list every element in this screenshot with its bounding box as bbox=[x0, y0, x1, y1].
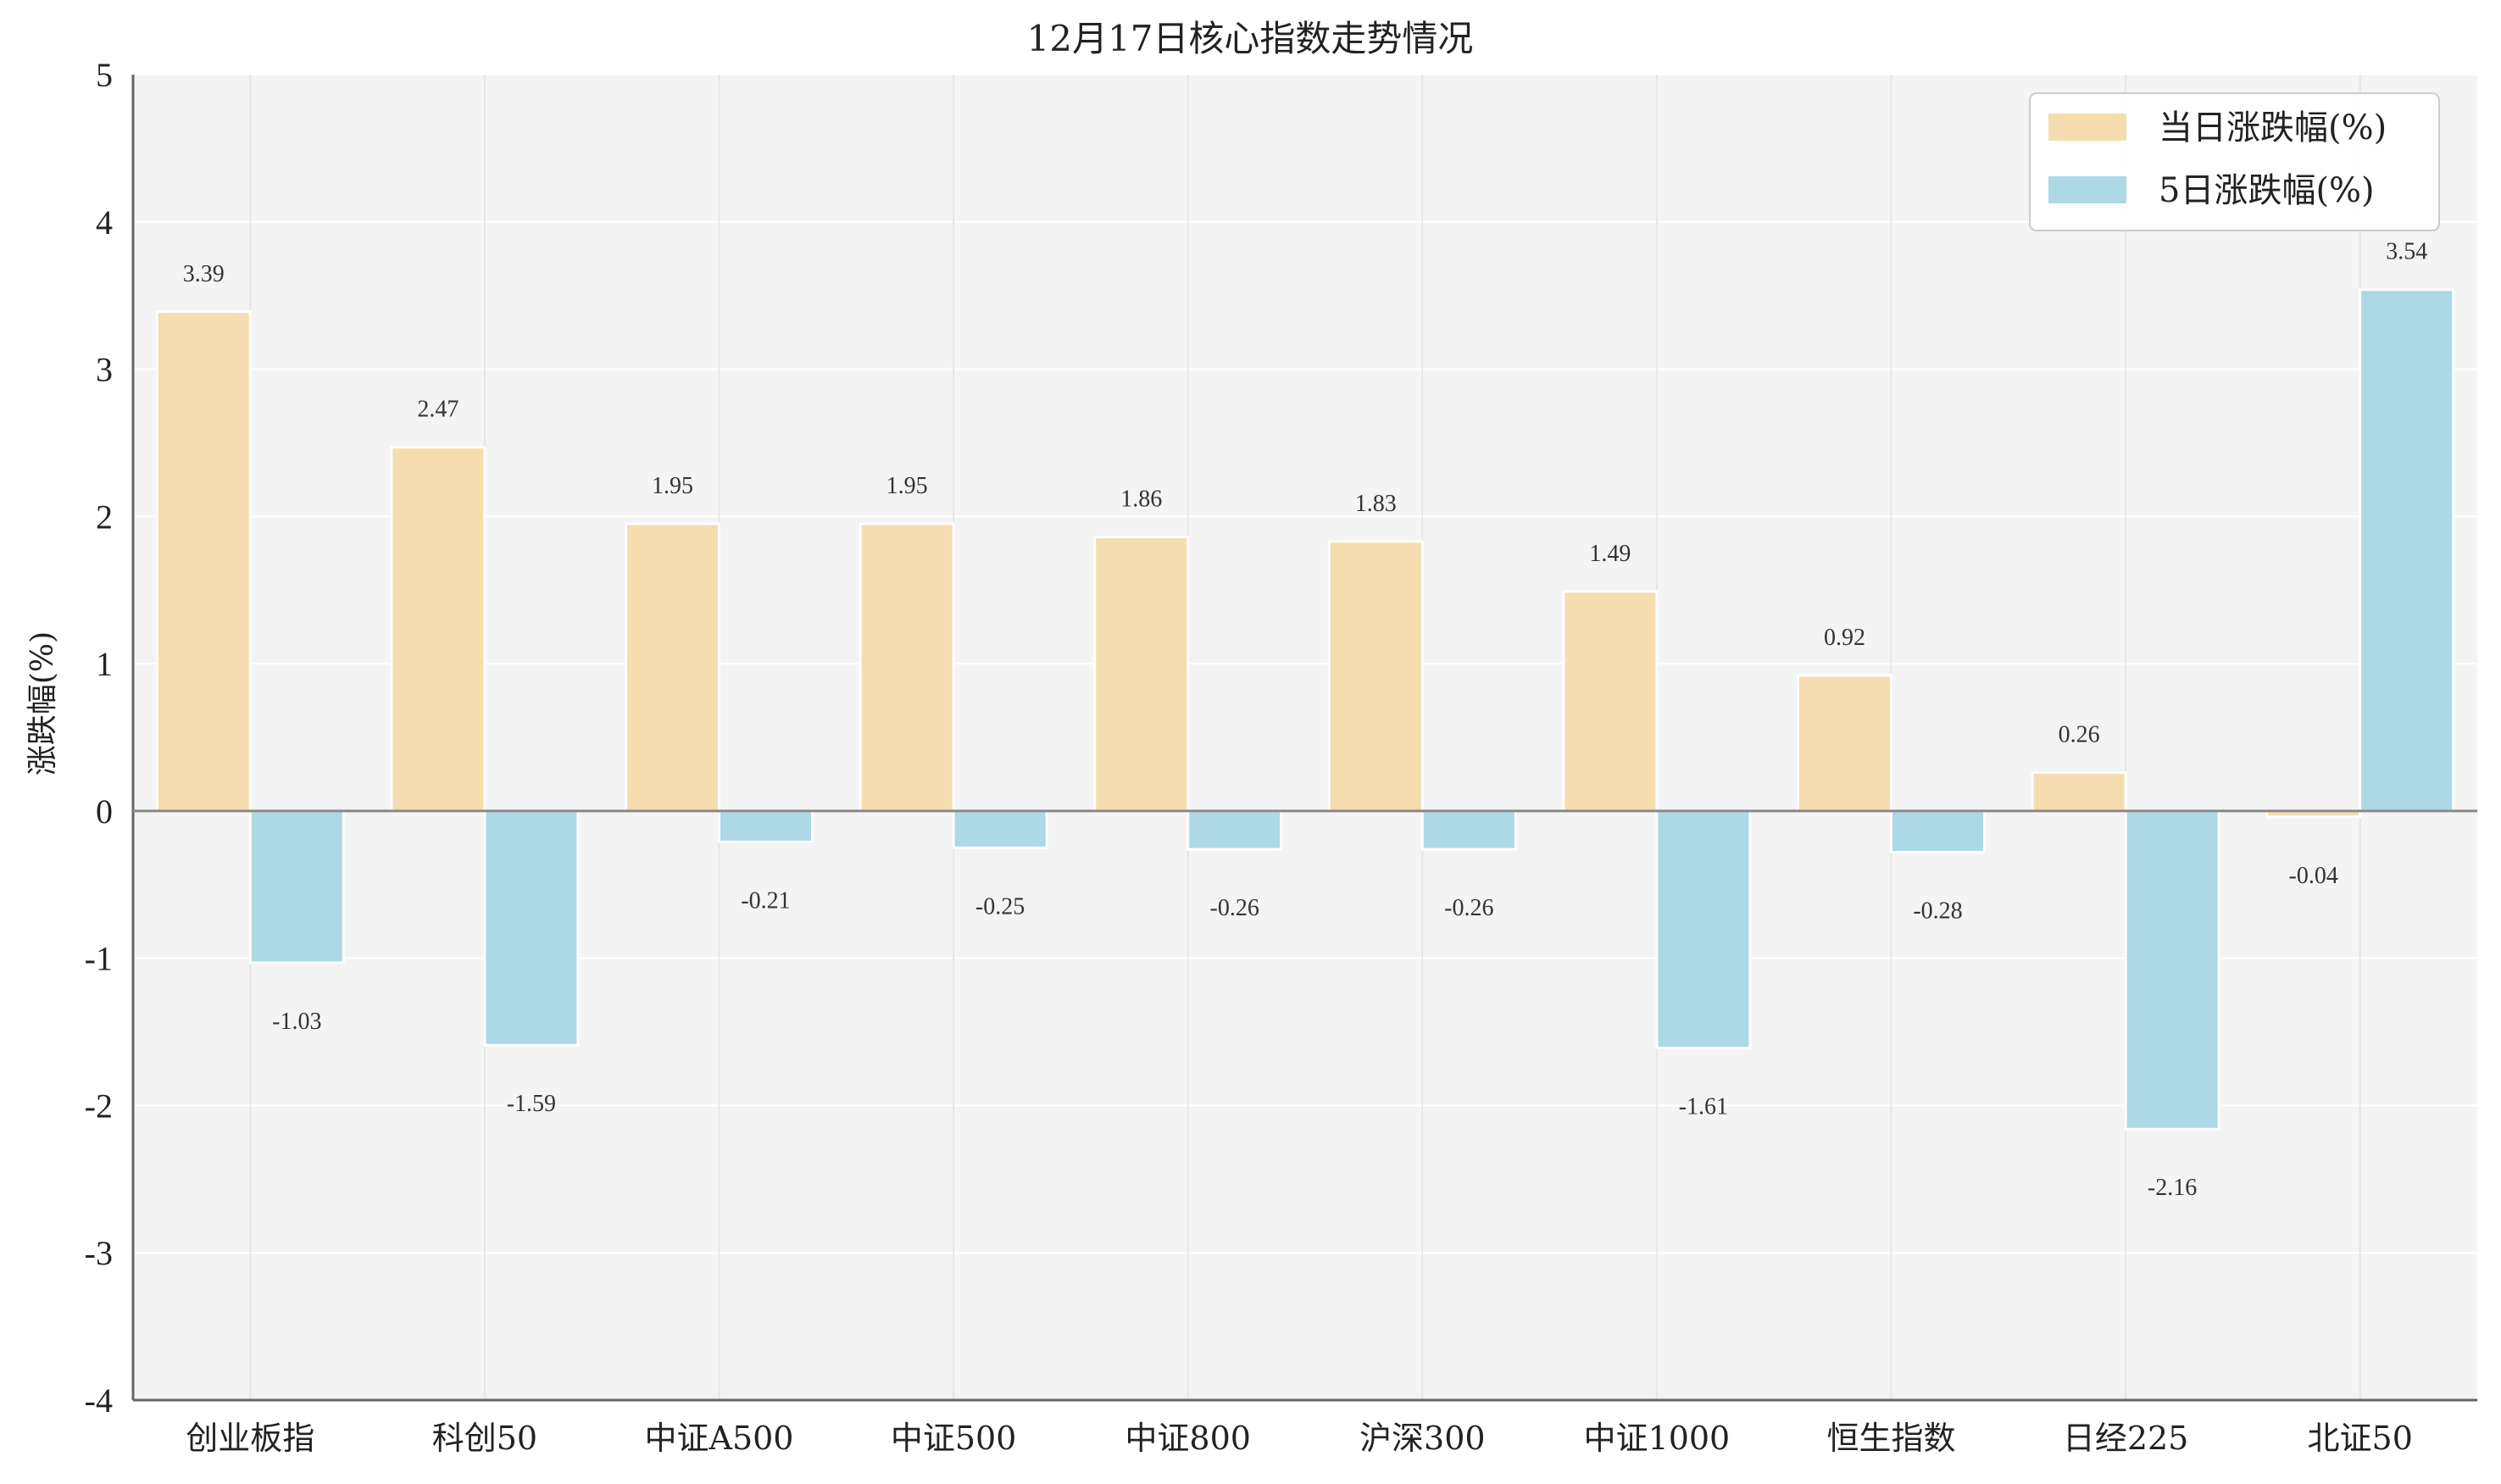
bar-daily bbox=[859, 522, 955, 813]
legend-label: 5日涨跌幅(%) bbox=[2159, 171, 2375, 210]
data-label-daily: 0.92 bbox=[1824, 625, 1865, 651]
bar-five-day bbox=[1890, 809, 1986, 854]
legend-swatch bbox=[2048, 114, 2126, 141]
x-category-label: 中证800 bbox=[1125, 1420, 1251, 1457]
data-label-daily: 1.95 bbox=[652, 473, 693, 499]
data-label-five-day: 3.54 bbox=[2386, 239, 2427, 265]
y-tick-label: -3 bbox=[85, 1234, 113, 1272]
bar-five-day bbox=[483, 809, 580, 1047]
data-label-daily: 0.26 bbox=[2059, 722, 2100, 748]
data-label-five-day: -1.61 bbox=[1679, 1094, 1728, 1120]
bar-five-day bbox=[1655, 809, 1752, 1050]
axes-group bbox=[131, 75, 2477, 1402]
data-label-daily: 1.49 bbox=[1589, 541, 1631, 567]
data-label-five-day: -2.16 bbox=[2148, 1175, 2197, 1201]
data-label-five-day: -0.21 bbox=[741, 887, 790, 914]
bars-group bbox=[155, 288, 2455, 1131]
y-tick-label: -4 bbox=[85, 1381, 113, 1420]
bar-daily bbox=[1562, 590, 1659, 813]
bar-five-day bbox=[2359, 288, 2455, 813]
bar-daily bbox=[390, 446, 486, 813]
y-tick-label: 4 bbox=[96, 203, 113, 242]
x-category-label: 中证1000 bbox=[1584, 1420, 1731, 1457]
y-tick-label: 5 bbox=[96, 56, 113, 94]
plot-background bbox=[133, 75, 2477, 1400]
x-category-label: 科创50 bbox=[432, 1420, 537, 1457]
x-category-label: 中证500 bbox=[891, 1420, 1017, 1457]
y-tick-label: 0 bbox=[96, 792, 113, 831]
data-label-five-day: -1.03 bbox=[272, 1009, 321, 1035]
y-tick-label: -1 bbox=[85, 940, 113, 978]
data-label-daily: -0.04 bbox=[2289, 863, 2338, 889]
x-category-label: 中证A500 bbox=[645, 1420, 794, 1457]
x-category-label: 北证50 bbox=[2308, 1420, 2413, 1457]
data-label-daily: 2.47 bbox=[417, 397, 459, 423]
legend-box bbox=[2029, 92, 2440, 231]
bar-daily bbox=[1327, 540, 1424, 813]
y-axis-label: 涨跌幅(%) bbox=[25, 631, 60, 775]
bar-five-day bbox=[718, 809, 814, 843]
bar-five-day bbox=[952, 809, 1048, 849]
x-category-label: 日经225 bbox=[2063, 1420, 2189, 1457]
x-category-label: 恒生指数 bbox=[1826, 1420, 1955, 1457]
data-label-daily: 1.83 bbox=[1355, 491, 1397, 517]
y-tick-label: 3 bbox=[96, 351, 113, 389]
bar-daily bbox=[155, 310, 252, 813]
y-tick-label: -2 bbox=[85, 1087, 113, 1125]
bar-daily bbox=[625, 522, 720, 813]
data-labels: 3.39 2.47 1.95 1.95 1.86 1.83 1.49 0.92 0.26 -0.0… bbox=[183, 239, 2427, 1202]
y-tick-label: 1 bbox=[96, 645, 113, 683]
data-label-five-day: -0.28 bbox=[1913, 898, 1962, 925]
bar-daily bbox=[1797, 674, 1892, 813]
x-category-label: 创业板指 bbox=[186, 1420, 314, 1457]
legend: 当日涨跌幅(%) 5日涨跌幅(%) bbox=[2029, 92, 2440, 231]
x-tick-labels: 创业板指 科创50 中证A500 中证500 中证800 沪深300 中证1000 恒生指数 日… bbox=[186, 1420, 2413, 1457]
bar-five-day bbox=[1420, 809, 1517, 851]
chart-title: 12月17日核心指数走势情况 bbox=[1027, 18, 1474, 59]
y-tick-labels: 5 4 3 2 1 0 -1 -2 -3 -4 bbox=[85, 56, 113, 1420]
data-label-daily: 1.86 bbox=[1120, 486, 1162, 513]
legend-swatch bbox=[2048, 176, 2126, 203]
bar-daily bbox=[1093, 536, 1190, 813]
data-label-daily: 1.95 bbox=[886, 473, 928, 499]
x-category-label: 沪深300 bbox=[1359, 1420, 1486, 1457]
bar-five-day bbox=[1187, 809, 1283, 851]
data-label-five-day: -1.59 bbox=[507, 1091, 556, 1117]
legend-label: 当日涨跌幅(%) bbox=[2159, 108, 2387, 147]
data-label-five-day: -0.25 bbox=[975, 893, 1025, 920]
bar-five-day bbox=[2124, 809, 2220, 1131]
data-label-five-day: -0.26 bbox=[1210, 895, 1259, 921]
bar-daily bbox=[2031, 771, 2127, 813]
y-tick-label: 2 bbox=[96, 497, 113, 536]
data-label-five-day: -0.26 bbox=[1444, 895, 1493, 921]
bar-five-day bbox=[248, 809, 345, 964]
data-label-daily: 3.39 bbox=[183, 261, 225, 287]
